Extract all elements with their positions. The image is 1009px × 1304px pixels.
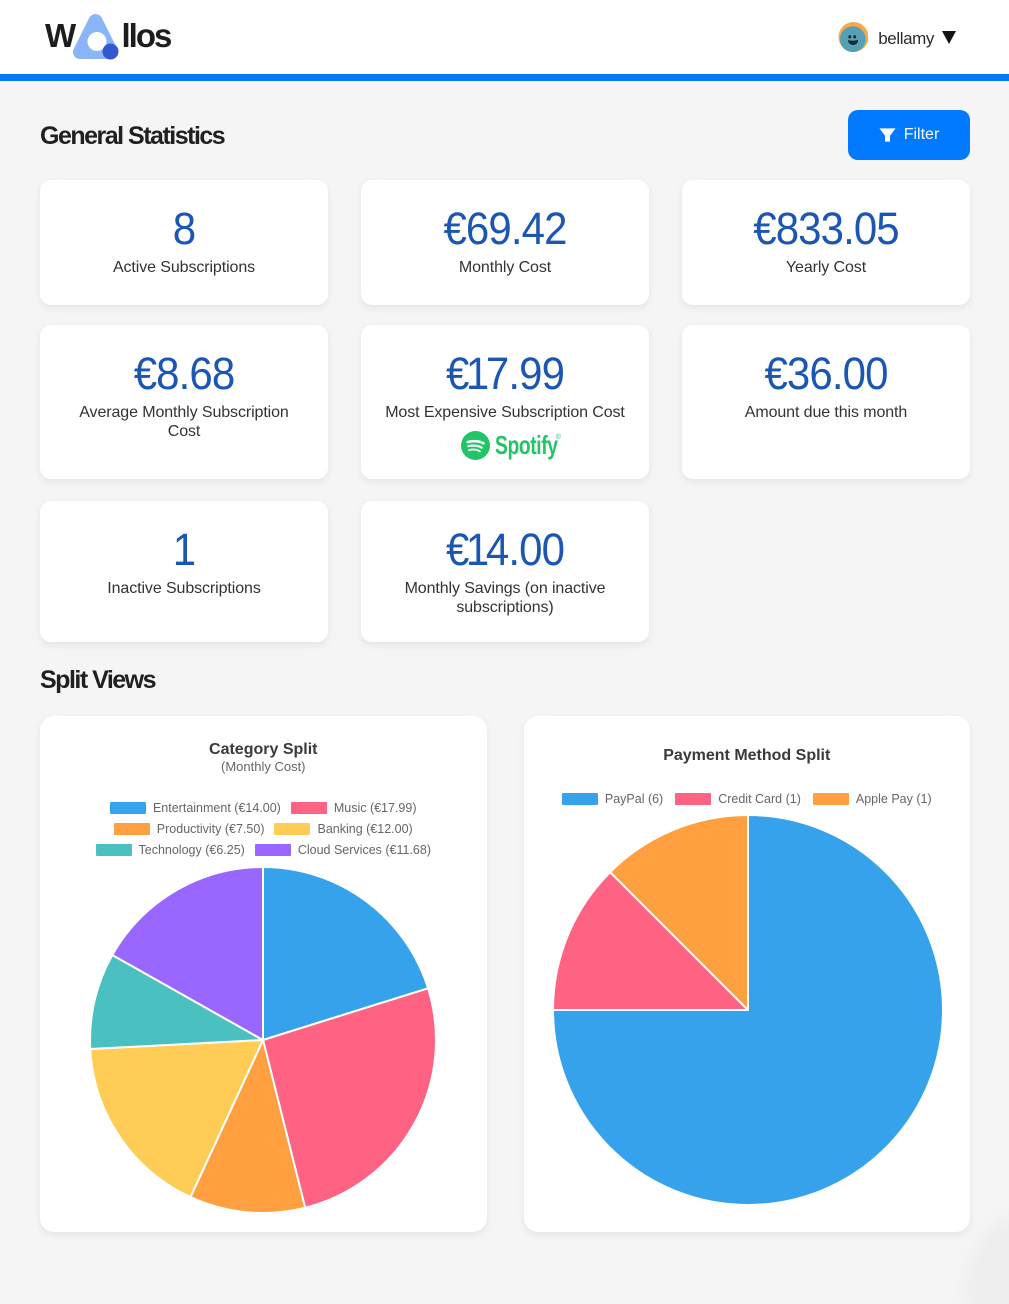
svg-text:llos: llos <box>122 17 171 54</box>
svg-text:W: W <box>45 17 77 54</box>
